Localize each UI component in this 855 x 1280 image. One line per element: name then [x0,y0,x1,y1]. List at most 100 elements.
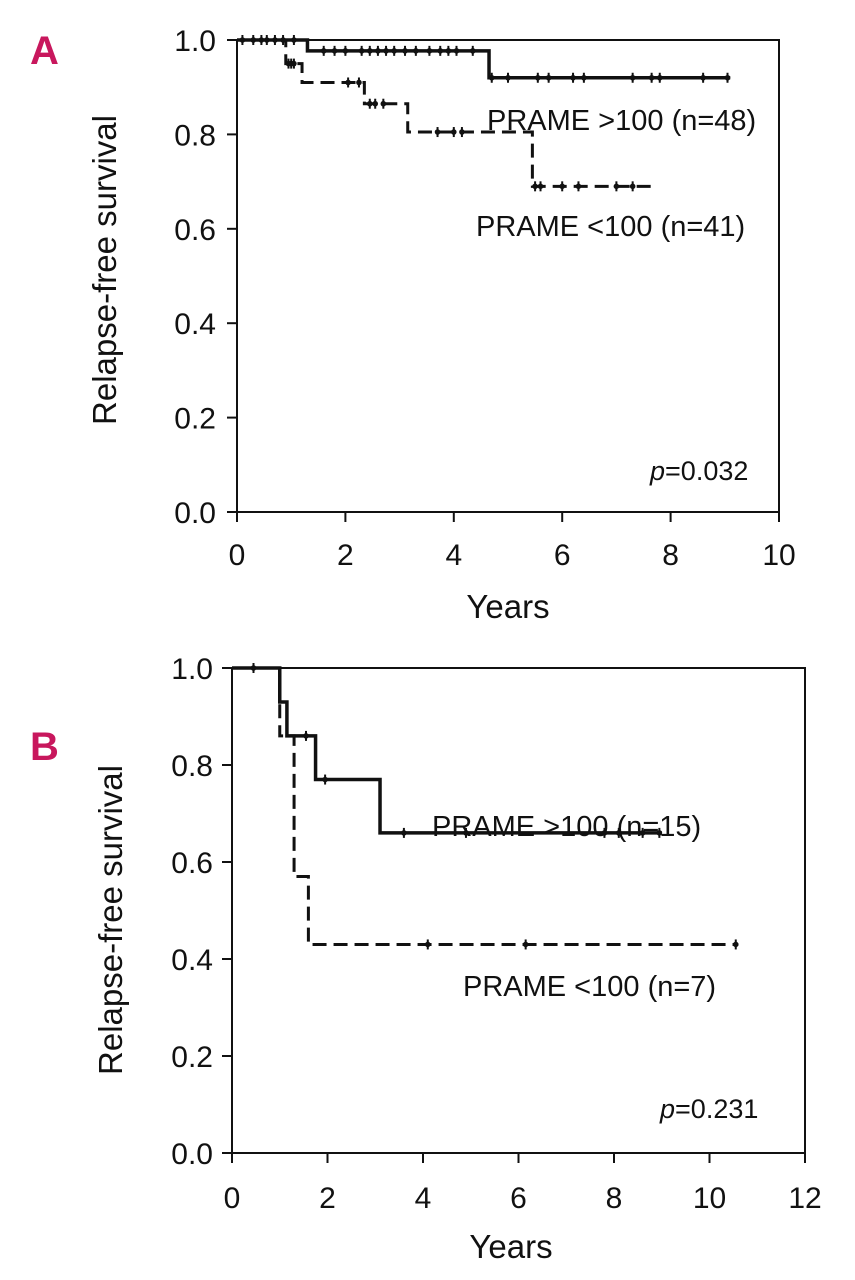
y-tick-label-a-2: 0.4 [174,308,216,341]
x-tick-label-b-0: 0 [224,1182,241,1215]
panel-letter-a: A [30,29,59,73]
p-value-b: p=0.231 [659,1094,758,1124]
censor-mark-a-high-9 [342,45,349,56]
censor-mark-a-high-25 [545,72,552,83]
y-axis-label-b: Relapse-free survival [92,765,129,1075]
censor-mark-a-high-16 [413,45,419,56]
y-tick-label-b-1: 0.2 [171,1041,213,1074]
p-value-b-text: =0.231 [675,1094,758,1124]
censor-mark-a-low-14 [575,181,582,192]
censor-mark-b-low-0 [424,939,431,950]
survival-curve-b-high [232,666,662,835]
censor-mark-a-low-11 [532,181,538,192]
censor-mark-a-high-10 [358,45,365,56]
y-tick-label-b-3: 0.6 [171,847,213,880]
censor-mark-a-high-12 [375,45,381,56]
censor-mark-a-low-6 [372,98,379,109]
x-tick-label-b-5: 10 [693,1182,726,1215]
censor-mark-a-high-11 [366,45,373,56]
censor-mark-a-low-16 [629,181,636,192]
censor-mark-a-low-5 [366,98,373,109]
x-tick-label-b-4: 8 [606,1182,623,1215]
censor-mark-b-low-1 [522,939,529,950]
censor-mark-a-high-6 [291,35,297,45]
y-tick-label-a-0: 0.0 [174,497,216,530]
censor-mark-a-low-3 [345,77,351,88]
censor-mark-a-high-18 [437,45,444,56]
censor-mark-b-high-7 [639,827,646,838]
censor-mark-a-high-19 [445,45,452,56]
censor-mark-b-high-3 [401,827,407,838]
censor-mark-a-low-12 [537,181,544,192]
censor-mark-a-low-2 [291,58,297,69]
censor-mark-a-low-13 [559,181,565,192]
plot-area-a: 0 2 4 6 8 10 0.0 0.2 0.4 0.6 0.8 1.0 [174,25,795,572]
censor-mark-b-high-4 [463,827,469,838]
censor-mark-a-low-15 [613,181,620,192]
panel-letter-b: B [30,725,59,769]
censor-mark-a-high-15 [402,45,408,56]
censor-mark-b-low-2 [732,939,739,950]
plot-frame-a [236,39,780,513]
censor-mark-a-high-13 [383,45,389,56]
p-value-b-symbol: p [659,1094,675,1124]
censor-mark-a-high-26 [570,72,576,83]
y-tick-label-a-5: 1.0 [174,25,216,58]
x-tick-label-a-1: 2 [337,539,354,572]
series-label-a-low: PRAME <100 (n=41) [476,211,745,243]
x-axis-label-a: Years [466,588,549,625]
p-value-a-text: =0.032 [665,456,748,486]
y-tick-label-b-5: 1.0 [171,653,213,686]
plot-frame-b [231,667,806,1154]
x-tick-label-b-2: 4 [415,1182,432,1215]
censor-mark-b-high-2 [322,774,328,785]
y-axis-label-a: Relapse-free survival [86,115,123,425]
censor-mark-b-high-8 [656,827,663,838]
censor-mark-a-high-31 [700,72,706,83]
censor-mark-a-high-17 [426,45,433,56]
censor-mark-a-high-24 [535,72,541,83]
x-tick-label-a-4: 8 [662,539,679,572]
y-tick-label-a-4: 0.8 [174,119,216,152]
censor-mark-a-low-8 [434,127,441,138]
censor-mark-a-high-32 [724,72,731,83]
survival-curve-a-high [237,38,731,80]
censor-mark-a-high-27 [581,72,587,83]
censor-mark-b-high-1 [303,730,309,741]
y-tick-label-a-1: 0.2 [174,403,216,436]
censor-mark-a-high-1 [250,35,257,45]
censor-mark-a-low-7 [380,98,387,109]
censor-mark-a-high-14 [391,45,397,56]
censor-mark-b-high-5 [601,827,608,838]
survival-curve-b-low [232,666,739,946]
series-label-b-low: PRAME <100 (n=7) [463,971,716,1003]
p-value-a: p=0.032 [649,456,748,486]
censor-mark-a-high-4 [272,35,278,45]
p-value-a-symbol: p [649,456,665,486]
censor-mark-a-high-29 [648,72,655,83]
censor-mark-a-high-22 [488,72,495,83]
censor-mark-a-high-7 [320,45,327,56]
x-tick-label-b-6: 12 [788,1182,821,1215]
censor-mark-a-low-4 [356,77,362,88]
y-tick-label-a-3: 0.6 [174,214,216,247]
censor-mark-a-high-23 [505,72,511,83]
x-tick-label-a-3: 6 [554,539,571,572]
censor-mark-a-high-8 [331,45,338,56]
x-tick-label-a-5: 10 [762,539,795,572]
x-tick-label-b-1: 2 [319,1182,336,1215]
survival-curve-a-low [237,38,655,188]
x-tick-label-a-0: 0 [229,539,246,572]
censor-mark-a-high-30 [656,72,663,83]
y-tick-label-b-2: 0.4 [171,944,213,977]
censor-mark-a-low-9 [451,127,457,138]
x-tick-label-b-3: 6 [510,1182,527,1215]
plot-area-b: 0 2 4 6 8 10 12 0.0 0.2 0.4 0.6 0.8 1.0 [171,653,821,1215]
censor-mark-b-high-6 [615,827,622,838]
series-label-b-high: PRAME >100 (n=15) [432,811,701,843]
censor-mark-a-high-20 [453,45,460,56]
y-tick-label-b-4: 0.8 [171,750,213,783]
panel-b: B Relapse-free survival Years PRAME >100… [30,653,822,1265]
censor-mark-a-high-28 [629,72,636,83]
